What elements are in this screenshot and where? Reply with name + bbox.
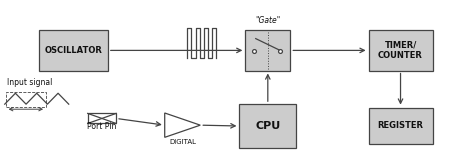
Polygon shape bbox=[165, 113, 200, 137]
Text: CPU: CPU bbox=[255, 121, 281, 131]
Text: REGISTER: REGISTER bbox=[377, 121, 424, 131]
Text: "Gate": "Gate" bbox=[255, 16, 281, 25]
Text: DIGITAL: DIGITAL bbox=[169, 139, 196, 145]
FancyBboxPatch shape bbox=[88, 113, 116, 123]
FancyBboxPatch shape bbox=[39, 30, 108, 71]
FancyBboxPatch shape bbox=[246, 30, 290, 71]
Text: OSCILLATOR: OSCILLATOR bbox=[45, 46, 102, 55]
Text: Port Pin: Port Pin bbox=[87, 122, 117, 131]
FancyBboxPatch shape bbox=[239, 104, 296, 148]
Text: TIMER/
COUNTER: TIMER/ COUNTER bbox=[378, 41, 423, 60]
FancyBboxPatch shape bbox=[368, 108, 432, 144]
Text: Input signal: Input signal bbox=[7, 78, 53, 87]
FancyBboxPatch shape bbox=[368, 30, 432, 71]
